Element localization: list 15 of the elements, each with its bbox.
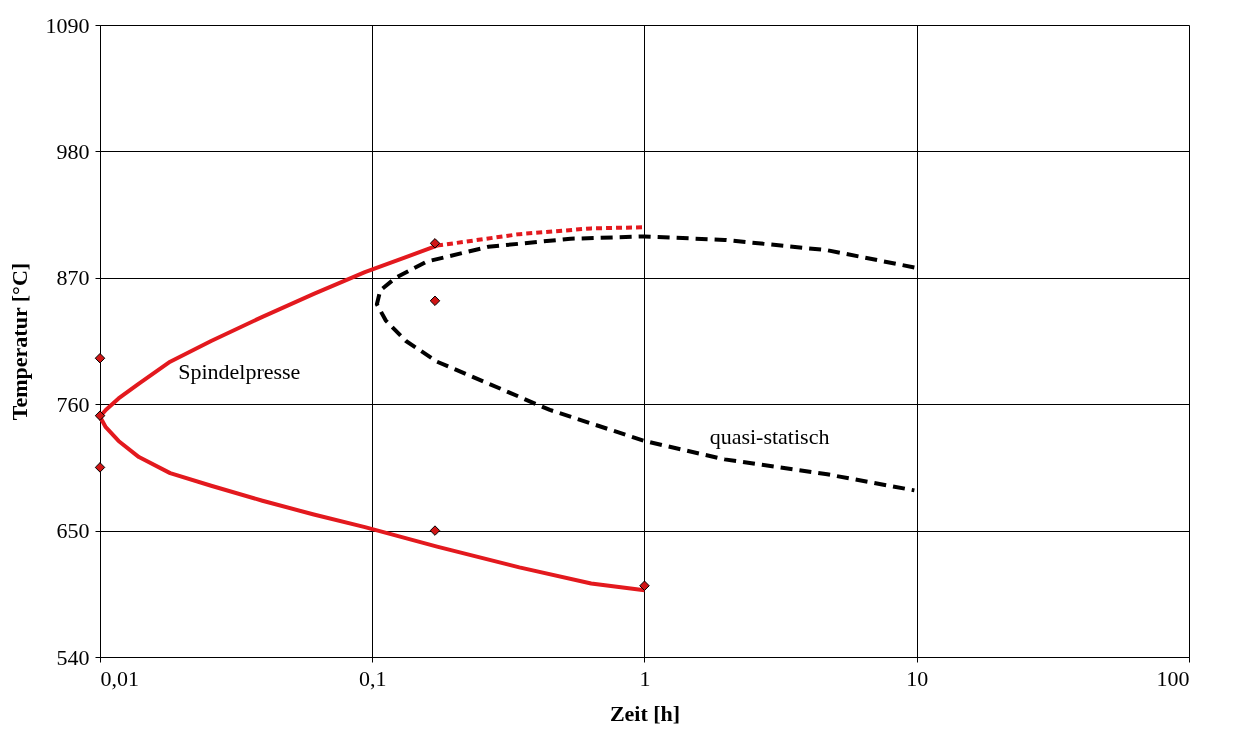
series-label: quasi-statisch <box>709 424 830 450</box>
x-tick-label: 1 <box>639 665 651 691</box>
y-axis-title: Temperatur [°C] <box>6 262 32 421</box>
y-tick-label: 980 <box>56 138 90 164</box>
x-tick-label: 100 <box>1156 665 1190 691</box>
series-label: Spindelpresse <box>178 358 301 384</box>
y-tick-label: 540 <box>56 644 90 670</box>
y-tick-label: 650 <box>56 518 90 544</box>
y-tick-label: 760 <box>56 391 90 417</box>
x-tick-label: 0,01 <box>100 665 139 691</box>
x-tick-label: 0,1 <box>359 665 387 691</box>
y-tick-label: 1090 <box>45 12 90 38</box>
x-axis-title: Zeit [h] <box>609 700 681 726</box>
y-tick-label: 870 <box>56 265 90 291</box>
x-tick-label: 10 <box>906 665 929 691</box>
